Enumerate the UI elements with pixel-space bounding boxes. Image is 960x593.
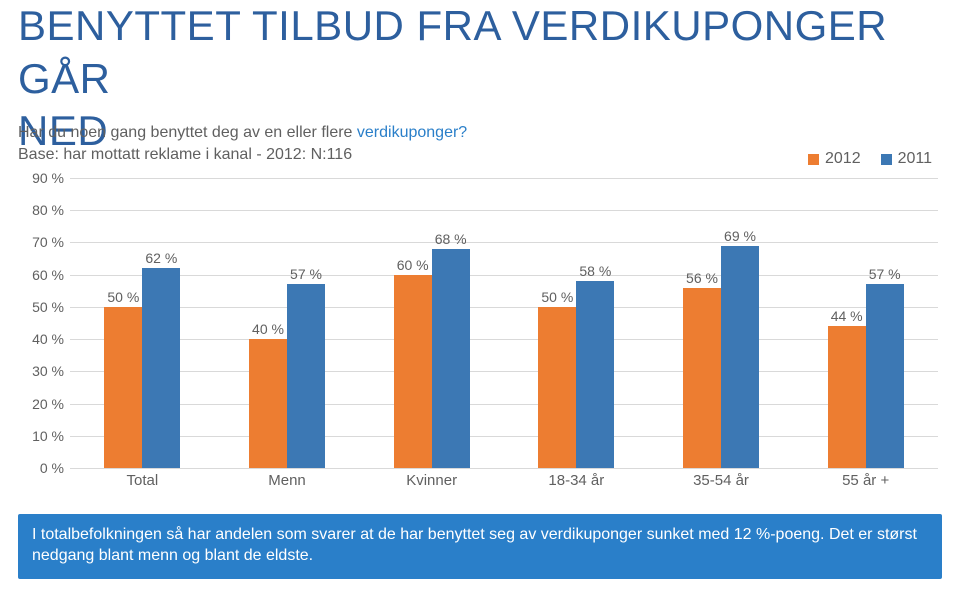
y-axis-label: 40 % (18, 331, 64, 347)
bar (394, 275, 432, 468)
subtitle-prefix: Har du noen gang benyttet deg av en elle… (18, 124, 357, 141)
legend-label-2011: 2011 (898, 150, 932, 168)
y-axis-label: 90 % (18, 170, 64, 186)
value-label: 40 % (246, 321, 290, 337)
legend-swatch-2012 (808, 154, 819, 165)
y-axis-label: 80 % (18, 202, 64, 218)
category-label: 35-54 år (651, 472, 791, 489)
value-label: 60 % (391, 257, 435, 273)
title-line-1: BENYTTET TILBUD FRA VERDIKUPONGER GÅR (18, 2, 887, 102)
category-label: Kvinner (362, 472, 502, 489)
bar-chart: 50 % 62 % 40 % 57 % 60 % 68 % 50 % 58 % 56 % 69 %… (18, 178, 938, 498)
bar (828, 326, 866, 468)
legend-swatch-2011 (881, 154, 892, 165)
category-label: Total (72, 472, 212, 489)
value-label: 50 % (535, 289, 579, 305)
category-label: 55 år + (796, 472, 936, 489)
grid-line (70, 468, 938, 469)
legend-item-2012: 2012 (808, 150, 861, 168)
y-axis-label: 70 % (18, 234, 64, 250)
value-label: 57 % (284, 266, 328, 282)
value-label: 56 % (680, 270, 724, 286)
value-label: 58 % (573, 263, 617, 279)
bar (249, 339, 287, 468)
value-label: 57 % (863, 266, 907, 282)
grid-line (70, 307, 938, 308)
category-label: Menn (217, 472, 357, 489)
subtitle: Har du noen gang benyttet deg av en elle… (18, 122, 467, 165)
y-axis-label: 30 % (18, 363, 64, 379)
grid-line (70, 275, 938, 276)
grid-line (70, 242, 938, 243)
bar (721, 246, 759, 468)
subtitle-accent: verdikuponger? (357, 124, 467, 141)
footnote: I totalbefolkningen så har andelen som s… (18, 514, 942, 579)
legend-item-2011: 2011 (881, 150, 932, 168)
value-label: 44 % (825, 308, 869, 324)
grid-line (70, 339, 938, 340)
value-label: 68 % (429, 231, 473, 247)
slide: BENYTTET TILBUD FRA VERDIKUPONGER GÅR NE… (0, 0, 960, 593)
grid-line (70, 436, 938, 437)
chart-legend: 2012 2011 (808, 150, 932, 168)
bar (576, 281, 614, 468)
bar (538, 307, 576, 468)
y-axis-label: 0 % (18, 460, 64, 476)
chart-plot: 50 % 62 % 40 % 57 % 60 % 68 % 50 % 58 % 56 % 69 %… (70, 178, 938, 468)
subtitle-base: Base: har mottatt reklame i kanal - 2012… (18, 146, 352, 163)
y-axis-label: 50 % (18, 299, 64, 315)
value-label: 50 % (101, 289, 145, 305)
grid-line (70, 178, 938, 179)
grid-line (70, 210, 938, 211)
value-label: 69 % (718, 228, 762, 244)
y-axis-label: 20 % (18, 396, 64, 412)
bar (866, 284, 904, 468)
bar (104, 307, 142, 468)
value-label: 62 % (139, 250, 183, 266)
grid-line (70, 371, 938, 372)
y-axis-label: 10 % (18, 428, 64, 444)
y-axis-label: 60 % (18, 267, 64, 283)
bar (683, 288, 721, 468)
bar (287, 284, 325, 468)
grid-line (70, 404, 938, 405)
legend-label-2012: 2012 (825, 150, 861, 168)
category-label: 18-34 år (506, 472, 646, 489)
bar (432, 249, 470, 468)
bar (142, 268, 180, 468)
